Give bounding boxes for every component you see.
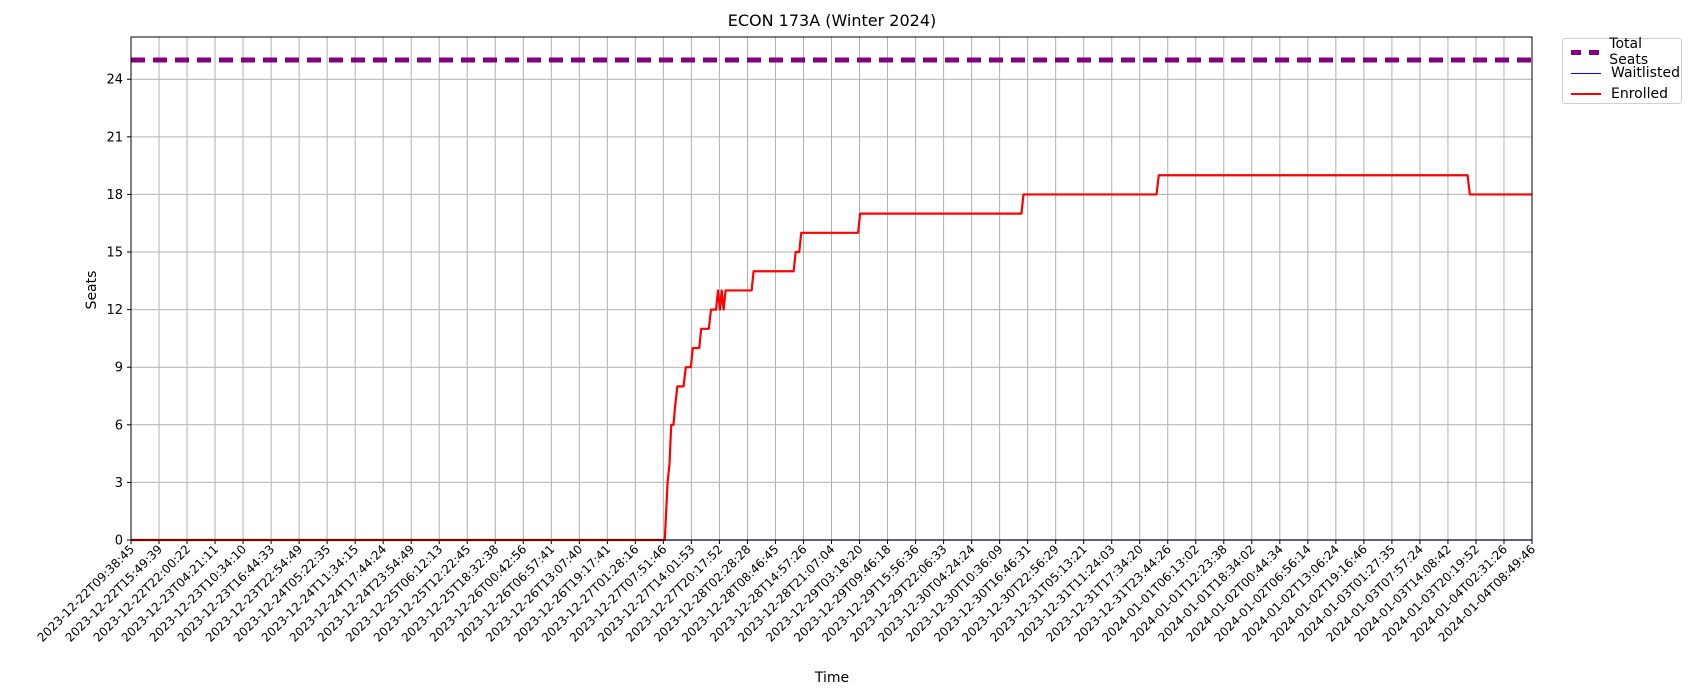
y-tick-label: 15 (106, 246, 123, 261)
plot-frame (130, 36, 1533, 541)
legend-swatch-enrolled (1571, 93, 1601, 95)
y-axis-ticks: 0 3 6 9 12 15 18 21 24 (106, 73, 131, 549)
legend-label-waitlisted: Waitlisted (1611, 65, 1680, 81)
y-axis-label: Seats (84, 271, 100, 310)
y-tick-label: 18 (106, 188, 123, 203)
chart-title: ECON 173A (Winter 2024) (728, 11, 937, 30)
grid-lines (130, 37, 1533, 541)
legend-item-enrolled: Enrolled (1571, 86, 1668, 102)
legend-swatch-total-seats (1571, 49, 1600, 55)
legend-label-total-seats: Total Seats (1609, 36, 1649, 68)
y-tick-label: 12 (106, 303, 123, 318)
y-tick-label: 6 (115, 418, 123, 433)
legend-label-enrolled: Enrolled (1611, 86, 1669, 102)
x-axis-label: Time (814, 670, 849, 686)
series-line-enrolled (131, 174, 1532, 542)
y-tick-label: 9 (115, 361, 123, 376)
y-tick-label: 24 (106, 73, 123, 88)
y-tick-label: 3 (115, 476, 123, 491)
legend: Total Seats Waitlisted Enrolled (1562, 36, 1682, 104)
y-tick-label: 21 (106, 130, 123, 145)
legend-item-total-seats: Total Seats (1571, 36, 1681, 68)
y-tick-label: 0 (115, 534, 123, 549)
legend-swatch-waitlisted (1571, 72, 1601, 74)
legend-item-waitlisted: Waitlisted (1571, 65, 1680, 81)
x-axis-ticks: 2023-12-22T09:38:452023-12-22T15:49:3920… (35, 540, 1538, 645)
